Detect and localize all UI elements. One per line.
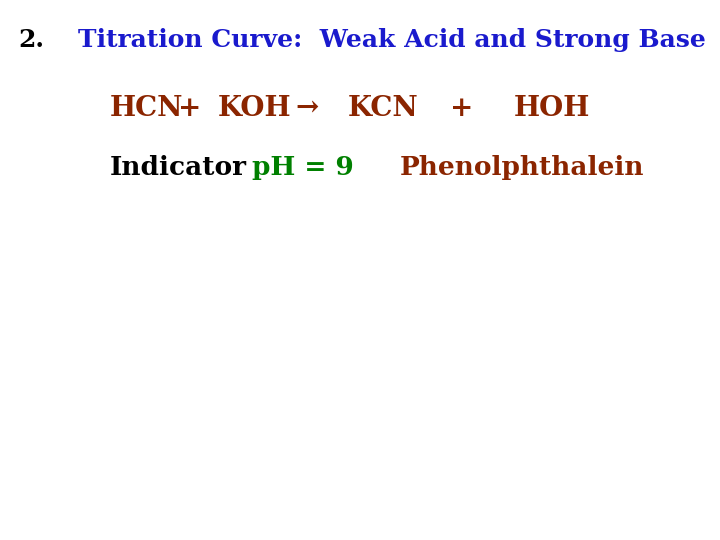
Text: HCN: HCN [110,95,184,122]
Text: +: + [450,95,473,122]
Text: pH = 9: pH = 9 [252,155,354,180]
Text: KCN: KCN [348,95,419,122]
Text: +: + [178,95,202,122]
Text: HOH: HOH [514,95,590,122]
Text: Indicator: Indicator [110,155,247,180]
Text: Phenolphthalein: Phenolphthalein [400,155,644,180]
Text: Titration Curve:  Weak Acid and Strong Base: Titration Curve: Weak Acid and Strong Ba… [78,28,706,52]
Text: 2.: 2. [18,28,44,52]
Text: KOH: KOH [218,95,292,122]
Text: →: → [295,95,318,122]
